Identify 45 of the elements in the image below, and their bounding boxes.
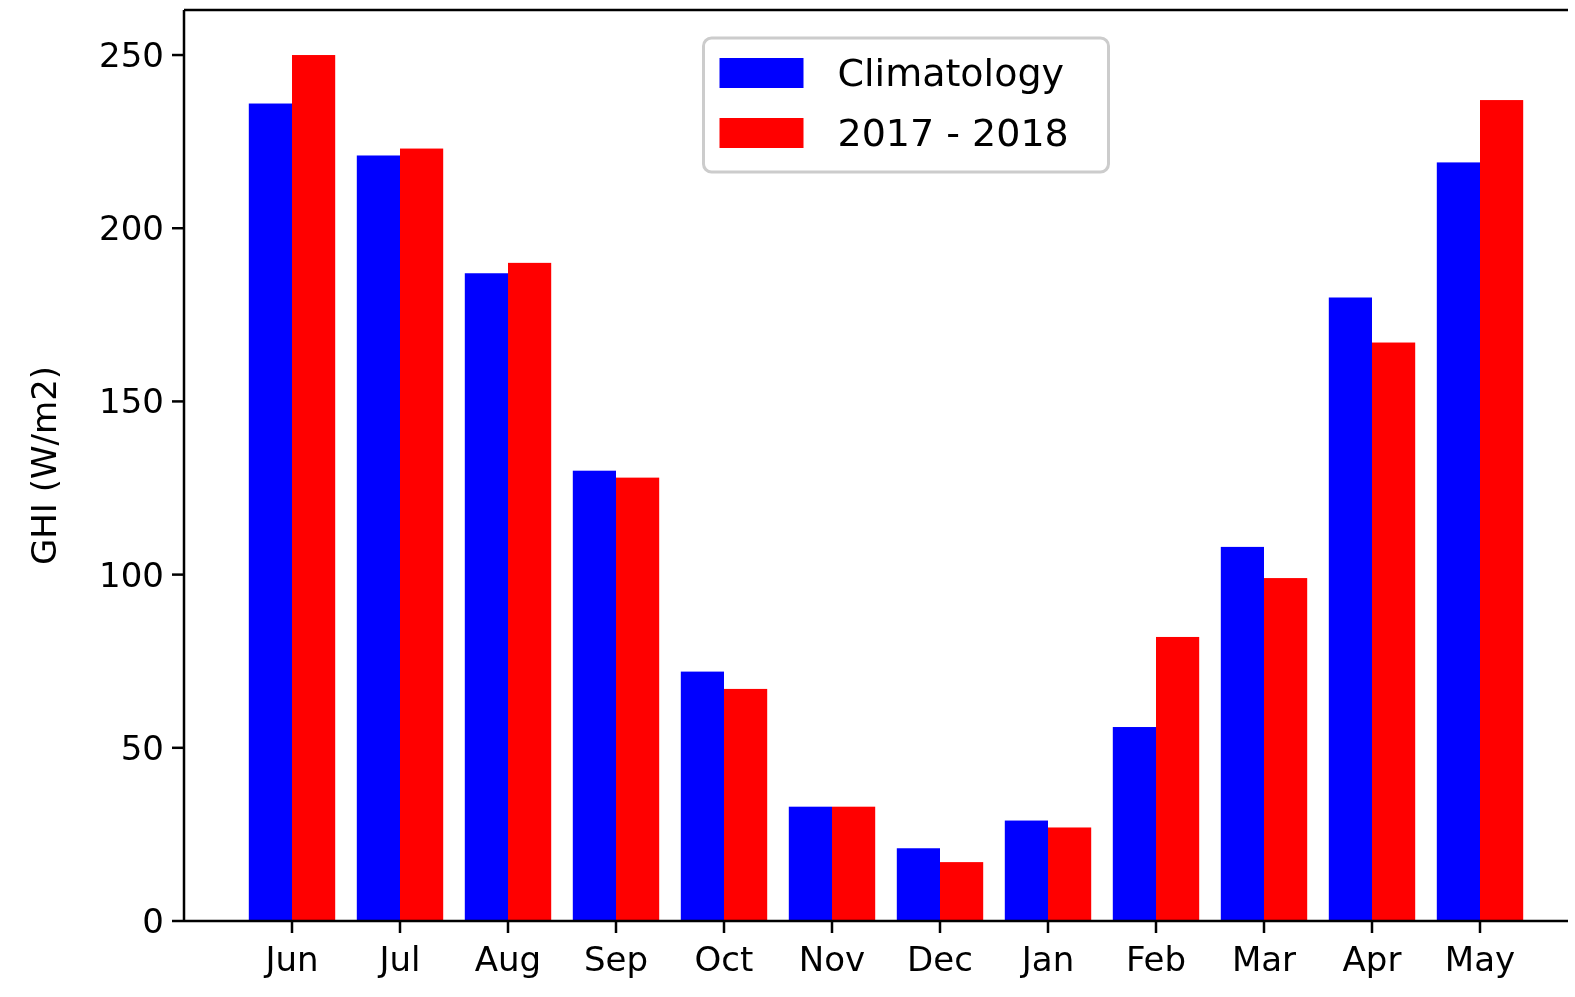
y-tick-label: 50 <box>120 727 164 768</box>
bar <box>1004 820 1048 921</box>
bar <box>292 55 336 921</box>
x-tick-label: Mar <box>1231 939 1297 979</box>
bar <box>356 155 400 921</box>
y-tick-label: 0 <box>142 900 164 941</box>
x-tick-label: Jan <box>1019 939 1075 979</box>
y-tick-label: 250 <box>99 34 164 75</box>
bar <box>1372 342 1416 921</box>
x-tick-label: May <box>1444 939 1516 979</box>
bar <box>464 273 508 921</box>
bar <box>1156 636 1200 921</box>
bar <box>1480 100 1524 921</box>
bar <box>1264 578 1308 921</box>
x-tick-label: Feb <box>1125 939 1187 979</box>
x-tick-label: Oct <box>694 939 754 979</box>
bar <box>680 671 724 921</box>
bar <box>788 806 832 921</box>
x-tick-label: Apr <box>1342 939 1402 979</box>
legend-label: 2017 - 2018 <box>837 111 1069 156</box>
x-tick-label: Sep <box>583 939 649 979</box>
bar <box>400 148 444 921</box>
bar <box>572 470 616 921</box>
x-tick-label: Nov <box>798 939 866 979</box>
bar <box>248 103 292 921</box>
x-tick-label: Dec <box>907 939 973 979</box>
y-tick-label: 200 <box>99 208 164 249</box>
y-tick-label: 100 <box>99 554 164 595</box>
bar <box>1436 162 1480 921</box>
bar <box>832 806 876 921</box>
bar <box>1048 827 1092 921</box>
bar <box>1328 297 1372 921</box>
x-tick-label: Jul <box>377 939 421 979</box>
bar <box>1112 727 1156 921</box>
bar <box>940 862 984 921</box>
bar <box>1220 546 1264 921</box>
x-tick-label: Aug <box>474 939 542 979</box>
bar <box>508 262 552 921</box>
x-tick-label: Jun <box>263 939 319 979</box>
legend-label: Climatology <box>837 51 1065 96</box>
bar <box>616 477 660 921</box>
y-axis-title: GHI (W/m2) <box>24 365 64 566</box>
bar <box>724 688 768 921</box>
y-tick-label: 150 <box>99 381 164 422</box>
bar <box>896 848 940 921</box>
